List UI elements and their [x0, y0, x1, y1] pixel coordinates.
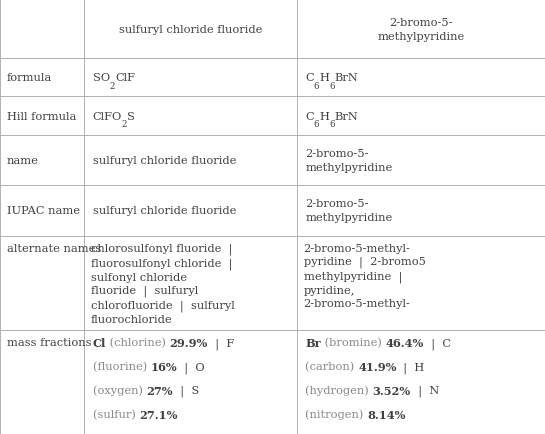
Text: SO: SO: [93, 73, 110, 83]
Text: 46.4%: 46.4%: [385, 338, 423, 349]
Text: Cl: Cl: [93, 338, 106, 349]
Text: 8.14%: 8.14%: [367, 409, 405, 420]
Text: (sulfur): (sulfur): [93, 409, 139, 419]
Text: 29.9%: 29.9%: [169, 338, 208, 349]
Text: |  O: | O: [177, 362, 205, 373]
Text: |  N: | N: [411, 385, 439, 397]
Text: |  S: | S: [173, 385, 199, 397]
Text: 2-bromo-5-
methylpyridine: 2-bromo-5- methylpyridine: [305, 199, 392, 223]
Text: (carbon): (carbon): [305, 362, 358, 372]
Text: 2-bromo-5-
methylpyridine: 2-bromo-5- methylpyridine: [377, 17, 465, 42]
Text: IUPAC name: IUPAC name: [7, 206, 80, 216]
Text: H: H: [319, 73, 329, 83]
Text: C: C: [305, 112, 314, 121]
Text: sulfuryl chloride fluoride: sulfuryl chloride fluoride: [93, 156, 236, 165]
Text: 27%: 27%: [146, 385, 173, 396]
Text: |  H: | H: [396, 362, 425, 373]
Text: chlorosulfonyl fluoride  |
fluorosulfonyl chloride  |
sulfonyl chloride
fluoride: chlorosulfonyl fluoride | fluorosulfonyl…: [91, 243, 235, 324]
Text: 2-bromo-5-
methylpyridine: 2-bromo-5- methylpyridine: [305, 148, 392, 173]
Text: (bromine): (bromine): [321, 338, 385, 348]
Text: (chlorine): (chlorine): [106, 338, 169, 348]
Text: 16%: 16%: [150, 362, 177, 372]
Text: C: C: [305, 73, 314, 83]
Text: sulfuryl chloride fluoride: sulfuryl chloride fluoride: [93, 206, 236, 216]
Text: Br: Br: [305, 338, 321, 349]
Text: 2-bromo-5-methyl-
pyridine  |  2-bromo5
methylpyridine  |
pyridine,
2-bromo-5-me: 2-bromo-5-methyl- pyridine | 2-bromo5 me…: [304, 243, 426, 308]
Text: 6: 6: [314, 82, 319, 90]
Text: BrN: BrN: [335, 112, 359, 121]
Text: 3.52%: 3.52%: [373, 385, 411, 396]
Text: 2: 2: [110, 82, 116, 90]
Text: (fluorine): (fluorine): [93, 362, 150, 372]
Text: 2: 2: [122, 120, 128, 128]
Text: formula: formula: [7, 73, 52, 83]
Text: 6: 6: [329, 120, 335, 128]
Text: |  C: | C: [423, 338, 451, 349]
Text: 6: 6: [329, 82, 335, 90]
Text: ClF: ClF: [116, 73, 135, 83]
Text: alternate names: alternate names: [7, 244, 101, 254]
Text: H: H: [319, 112, 329, 121]
Text: |  F: | F: [208, 338, 234, 349]
Text: sulfuryl chloride fluoride: sulfuryl chloride fluoride: [119, 25, 263, 34]
Text: ClFO: ClFO: [93, 112, 122, 121]
Text: mass fractions: mass fractions: [7, 338, 91, 348]
Text: 6: 6: [314, 120, 319, 128]
Text: 41.9%: 41.9%: [358, 362, 396, 372]
Text: (hydrogen): (hydrogen): [305, 385, 373, 395]
Text: (nitrogen): (nitrogen): [305, 409, 367, 419]
Text: BrN: BrN: [335, 73, 359, 83]
Text: S: S: [128, 112, 135, 121]
Text: (oxygen): (oxygen): [93, 385, 146, 395]
Text: Hill formula: Hill formula: [7, 112, 76, 121]
Text: 27.1%: 27.1%: [139, 409, 178, 420]
Text: name: name: [7, 156, 38, 165]
